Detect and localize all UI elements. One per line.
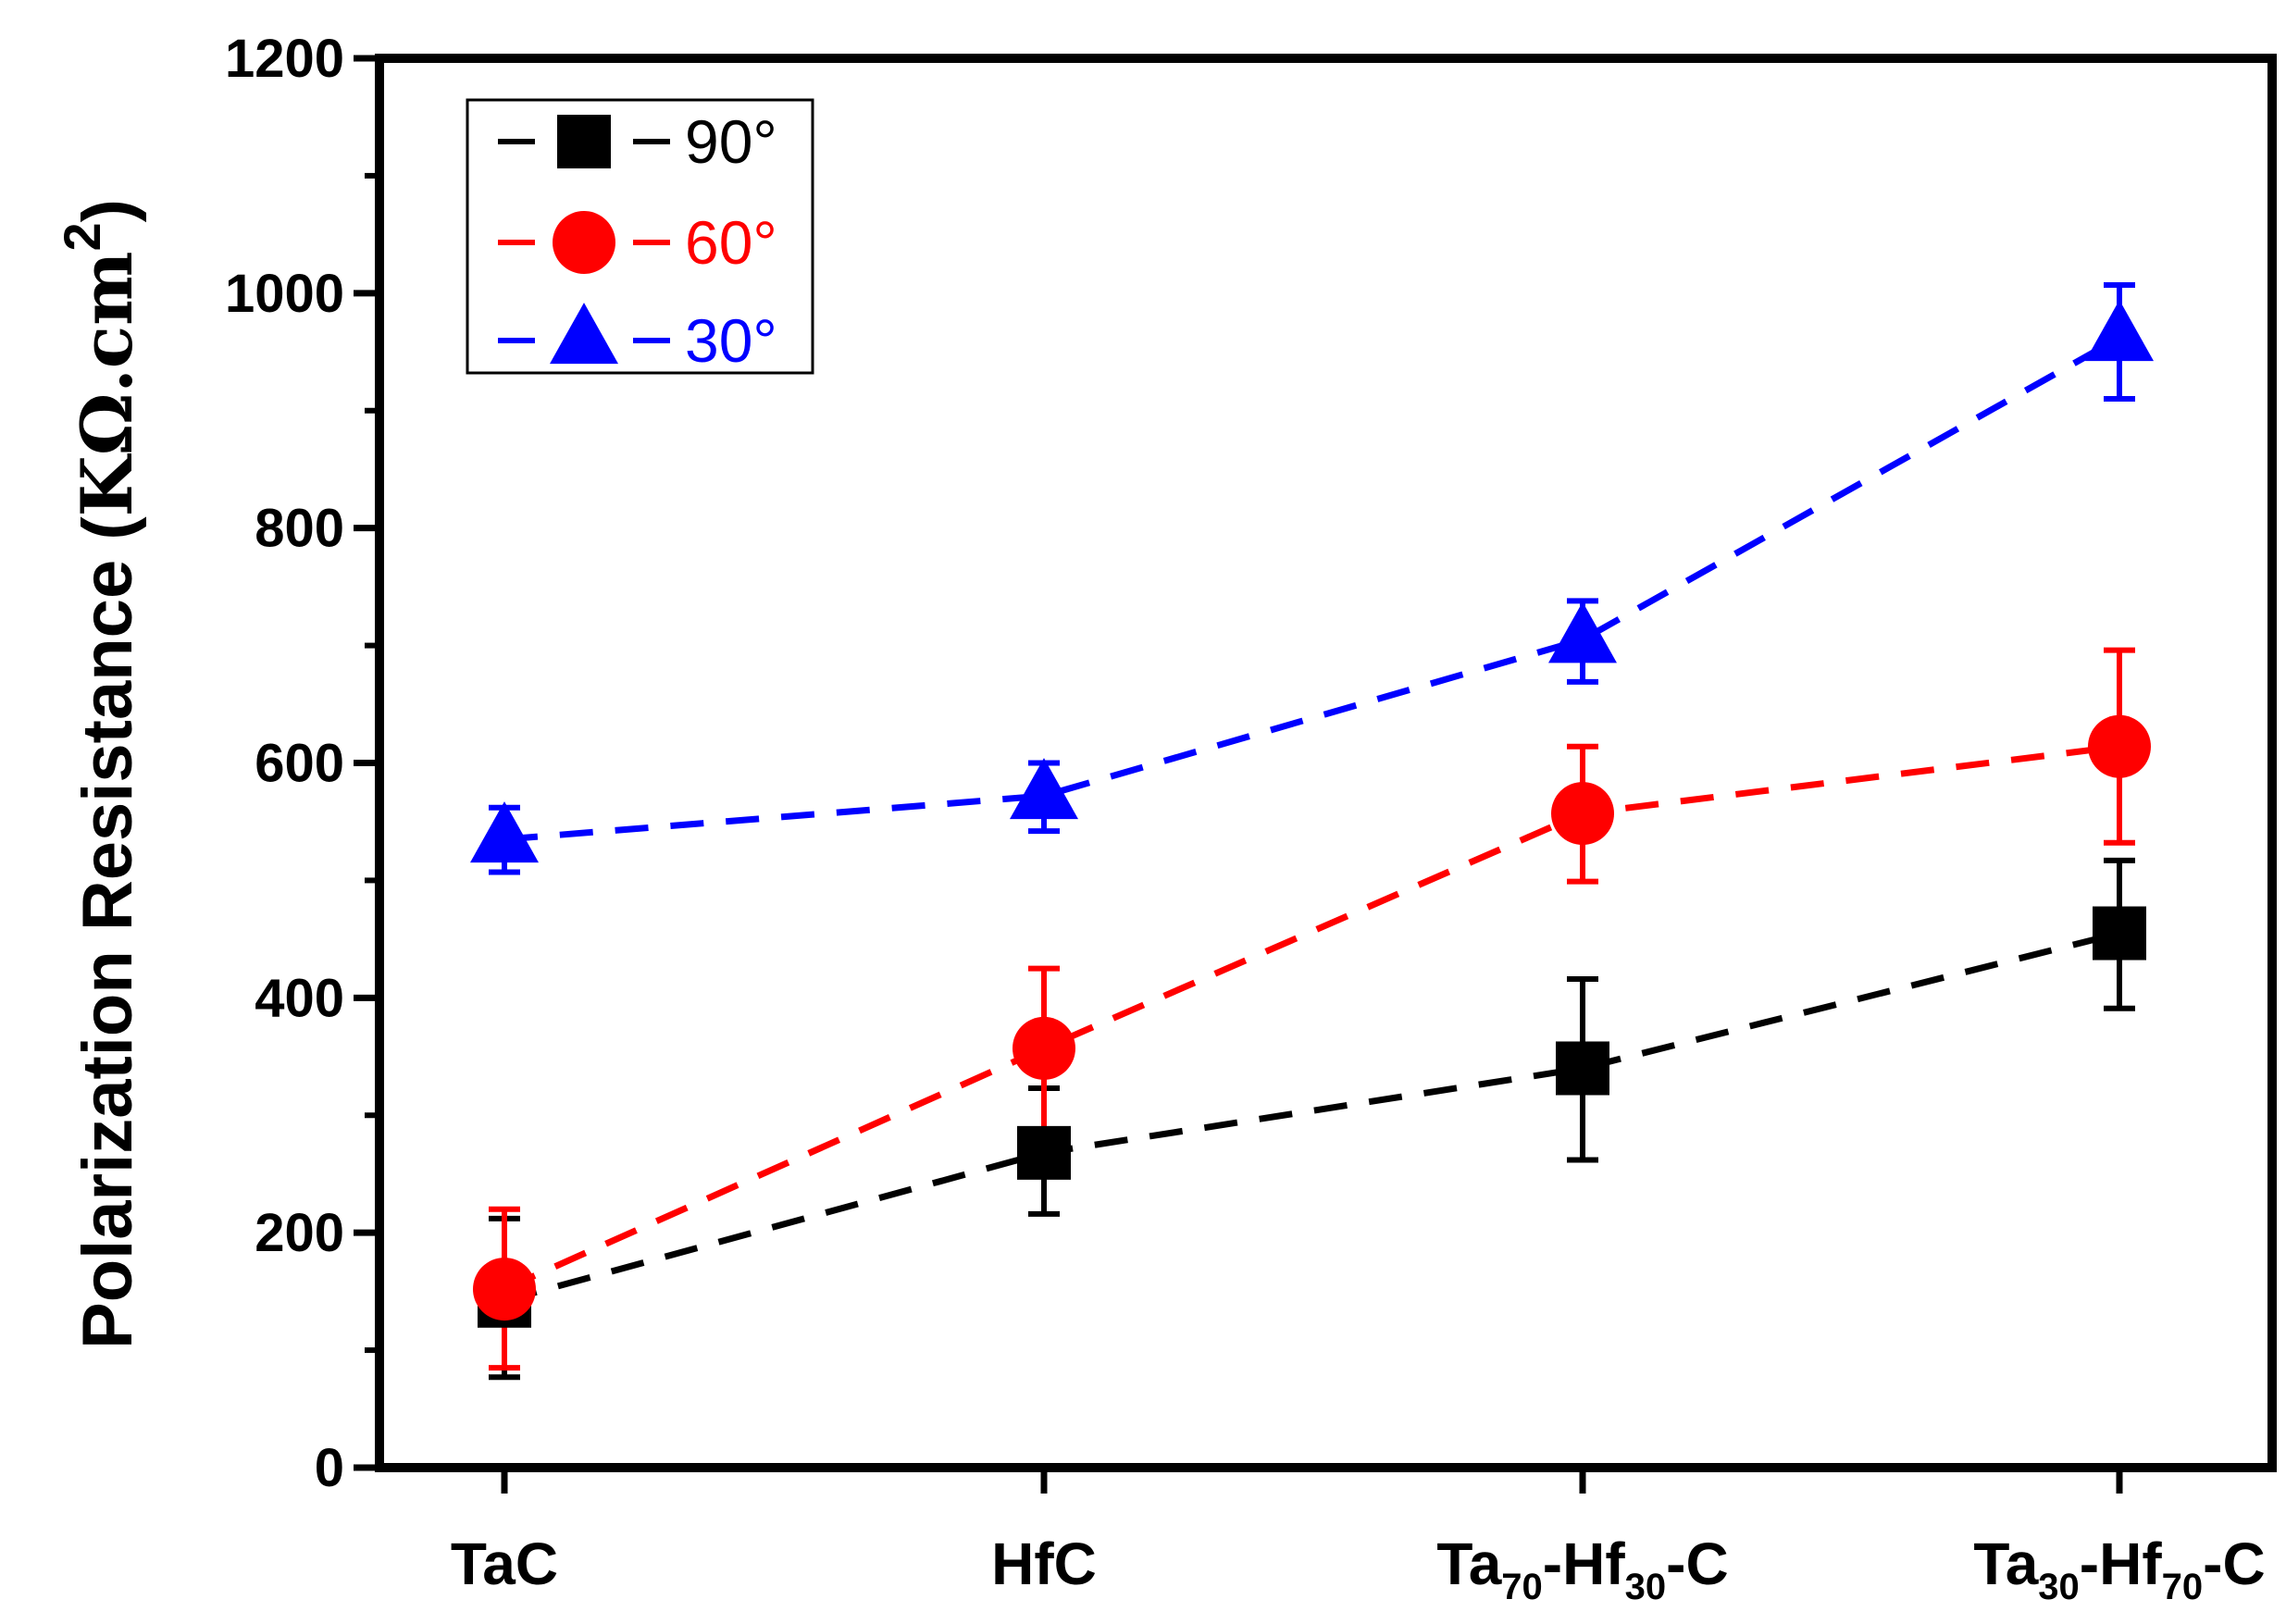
data-point xyxy=(1556,1041,1609,1096)
y-axis-label: Polarization Resistance (KΩ.cm2) xyxy=(53,199,148,1349)
y-axis-label-superscript: 2 xyxy=(53,222,111,251)
x-axis: TaC HfC Ta70-Hf30-C Ta30-Hf70-C xyxy=(451,1468,2266,1607)
y-tick-label: 1000 xyxy=(225,264,344,324)
y-axis-label-close: ) xyxy=(68,199,147,222)
x-tick-label-subscript: 70 xyxy=(2162,1567,2204,1607)
legend: 90° 60° 30° xyxy=(466,98,814,375)
data-point xyxy=(2093,906,2146,961)
y-axis: 0 200 400 600 800 1000 1200 xyxy=(225,29,379,1498)
x-tick-label-part: -C xyxy=(2203,1531,2266,1597)
x-tick-label-part: -Hf xyxy=(2080,1531,2163,1597)
legend-label: 60° xyxy=(685,208,777,277)
x-tick-label-part: -Hf xyxy=(1543,1531,1626,1597)
data-point xyxy=(1010,758,1078,820)
x-tick-label-part: Ta xyxy=(1436,1531,1501,1597)
series-line-2 xyxy=(503,335,2121,843)
series-line-0 xyxy=(503,930,2120,1305)
data-point xyxy=(470,801,539,863)
data-point xyxy=(2085,300,2154,362)
legend-label: 90° xyxy=(685,107,777,176)
y-tick-label: 200 xyxy=(255,1203,344,1263)
data-point xyxy=(1013,1016,1075,1080)
data-point xyxy=(2088,714,2151,778)
y-axis-label-main: Polarization Resistance ( xyxy=(68,516,147,1349)
data-point xyxy=(1017,1125,1071,1180)
x-tick-label-part: HfC xyxy=(991,1531,1097,1597)
y-axis-label-unit: KΩ.cm xyxy=(66,252,148,517)
legend-marker xyxy=(557,115,611,168)
x-tick-label-subscript: 30 xyxy=(1625,1567,1667,1607)
x-tick-label: HfC xyxy=(991,1531,1097,1597)
data-point xyxy=(1551,782,1614,846)
y-tick-label: 800 xyxy=(255,499,344,559)
x-tick-label: Ta30-Hf70-C xyxy=(1973,1531,2265,1607)
y-tick-label: 600 xyxy=(255,734,344,794)
x-tick-label-part: Ta xyxy=(1973,1531,2038,1597)
data-point xyxy=(1548,601,1617,663)
data-point xyxy=(473,1258,536,1321)
legend-marker xyxy=(553,211,615,274)
legend-box xyxy=(466,98,814,375)
x-tick-label-part: TaC xyxy=(451,1531,558,1597)
x-tick-label-part: -C xyxy=(1666,1531,1729,1597)
y-tick-label: 400 xyxy=(255,968,344,1028)
x-tick-label: TaC xyxy=(451,1531,558,1597)
y-tick-label: 1200 xyxy=(225,29,344,89)
legend-marker xyxy=(550,303,618,365)
series-connectors xyxy=(503,335,2121,1305)
x-tick-label: Ta70-Hf30-C xyxy=(1436,1531,1728,1607)
series-line-1 xyxy=(503,743,2120,1293)
data-markers xyxy=(470,300,2154,1328)
x-tick-label-subscript: 30 xyxy=(2038,1567,2080,1607)
legend-label: 30° xyxy=(685,306,777,375)
x-tick-label-subscript: 70 xyxy=(1501,1567,1543,1607)
y-tick-label: 0 xyxy=(315,1438,344,1498)
